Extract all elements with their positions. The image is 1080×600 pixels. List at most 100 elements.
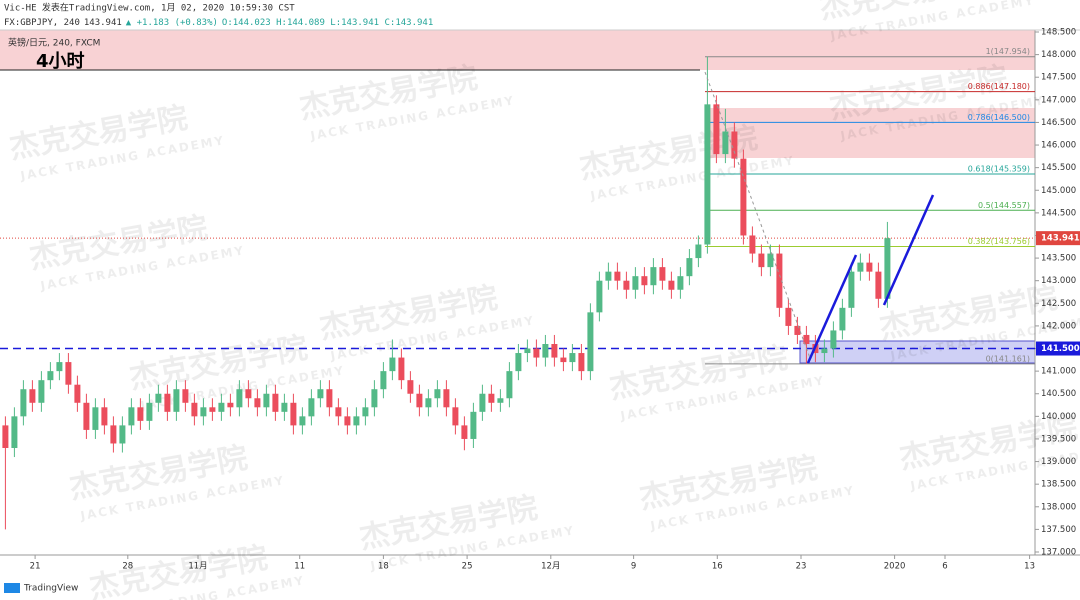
candle-body <box>56 362 63 372</box>
candle-body <box>749 235 756 254</box>
trend-line <box>882 194 935 306</box>
fib-label: 0.886(147.180) <box>968 82 1030 91</box>
y-tick-label: 139.000 <box>1041 457 1076 467</box>
candle-body <box>245 389 252 399</box>
candle-body <box>317 389 324 399</box>
candle-body <box>182 389 189 403</box>
y-tick-label: 142.500 <box>1041 299 1076 309</box>
candle-body <box>704 104 711 245</box>
candle-body <box>461 425 468 439</box>
candle-body <box>821 348 828 354</box>
ohlc: O:144.023 H:144.089 L:143.941 C:143.941 <box>222 18 433 28</box>
timeframe: 4小时 <box>36 51 85 72</box>
candle-body <box>254 398 261 408</box>
fib-label: 0.786(146.500) <box>968 113 1030 122</box>
candle-body <box>434 389 441 399</box>
y-tick-label: 140.000 <box>1041 412 1076 422</box>
candle-body <box>353 416 360 426</box>
candle-body <box>155 393 162 403</box>
x-tick-label: 12月 <box>541 562 560 572</box>
y-tick-label: 148.500 <box>1041 28 1076 38</box>
y-tick-label: 140.500 <box>1041 389 1076 399</box>
x-tick-label: 23 <box>796 562 807 572</box>
fib-label: 0.5(144.557) <box>978 201 1030 210</box>
candle-body <box>344 416 351 426</box>
fib-label: 0.382(143.756) <box>968 237 1030 246</box>
y-tick-label: 146.000 <box>1041 141 1076 151</box>
candle-body <box>407 380 414 394</box>
candle-body <box>119 425 126 444</box>
candle-body <box>218 402 225 412</box>
x-tick-label: 2020 <box>884 562 906 572</box>
candle-body <box>533 348 540 358</box>
candle-body <box>173 389 180 412</box>
candle-body <box>362 407 369 417</box>
resistance-zone <box>0 30 1035 70</box>
candle-body <box>236 389 243 408</box>
x-tick-label: 25 <box>462 562 473 572</box>
candle-body <box>578 353 585 372</box>
candle-body <box>695 244 702 259</box>
candle-body <box>614 271 621 281</box>
candle-body <box>65 362 72 385</box>
y-tick-label: 145.500 <box>1041 163 1076 173</box>
y-tick-label: 147.500 <box>1041 73 1076 83</box>
x-tick-label: 6 <box>942 562 947 572</box>
candle-body <box>389 357 396 372</box>
y-tick-label: 147.000 <box>1041 95 1076 105</box>
candle-body <box>263 393 270 408</box>
candle-body <box>677 276 684 290</box>
candle-body <box>776 253 783 308</box>
candle-body <box>857 262 864 272</box>
x-tick-label: 21 <box>30 562 41 572</box>
candle-body <box>128 407 135 426</box>
candle-body <box>713 104 720 155</box>
candle-body <box>11 416 18 448</box>
candle-body <box>506 371 513 399</box>
candle-body <box>2 425 9 448</box>
plot: 1(147.954) 0.886(147.180) 0.786(146.500) 0.… <box>0 47 1035 530</box>
candle-body <box>74 384 81 403</box>
candle-body <box>227 402 234 408</box>
x-tick-label: 28 <box>122 562 133 572</box>
last-price: 143.941 <box>84 18 122 28</box>
candle-body <box>515 353 522 372</box>
candle-body <box>164 393 171 412</box>
y-tick-label: 137.500 <box>1041 525 1076 535</box>
candle-body <box>299 416 306 426</box>
candle-body <box>191 402 198 417</box>
candle-body <box>470 411 477 439</box>
candle-body <box>272 393 279 412</box>
candle-body <box>551 344 558 358</box>
candle-body <box>848 271 855 308</box>
candle-body <box>308 398 315 417</box>
candle-body <box>650 267 657 286</box>
pane-label: 英镑/日元, 240, FXCM <box>8 37 100 49</box>
y-tick-label: 146.500 <box>1041 118 1076 128</box>
symbol: FX:GBPJPY, 240 <box>4 18 80 28</box>
symbol-line: FX:GBPJPY, 240 143.941 ▲ +1.183 (+0.83%) O:… <box>4 18 433 28</box>
candle-body <box>416 393 423 408</box>
candle-body <box>20 389 27 417</box>
candle-body <box>740 158 747 236</box>
candle-body <box>830 330 837 349</box>
y-tick-label: 138.500 <box>1041 480 1076 490</box>
candle-body <box>758 253 765 268</box>
candle-body <box>875 271 882 299</box>
price-tag <box>1036 231 1080 246</box>
y-tick-label: 142.000 <box>1041 321 1076 331</box>
y-tick-label: 137.000 <box>1041 548 1076 558</box>
candle-body <box>866 262 873 272</box>
brand: TradingView <box>23 584 78 594</box>
candle-body <box>632 276 639 290</box>
candle-body <box>488 393 495 403</box>
candle-body <box>794 325 801 335</box>
candle-body <box>686 258 693 277</box>
candle-body <box>497 398 504 403</box>
candle-body <box>569 353 576 363</box>
candle-body <box>641 276 648 286</box>
candle-body <box>371 389 378 408</box>
candle-body <box>524 348 531 354</box>
